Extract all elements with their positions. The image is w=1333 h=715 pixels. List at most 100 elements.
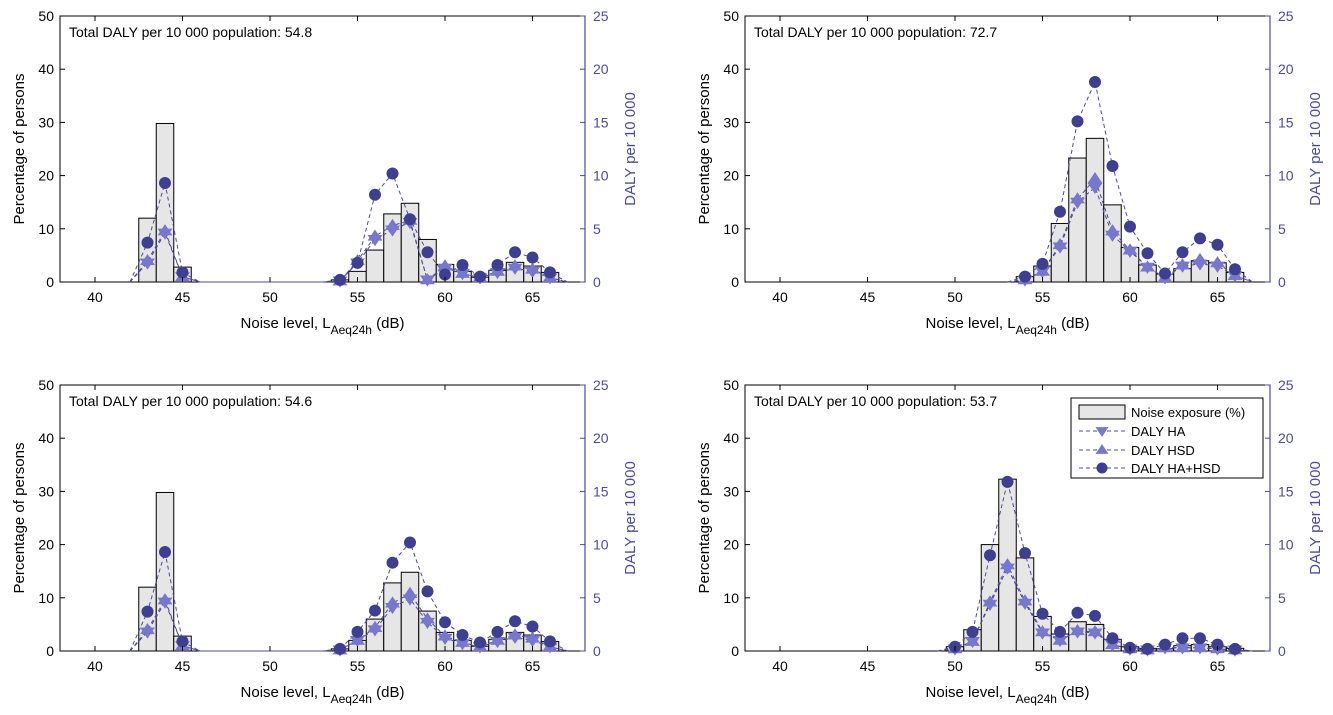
x-tick-label: 60: [437, 658, 453, 674]
dot-marker: [1036, 257, 1049, 270]
y-axis-label: Percentage of persons: [11, 443, 28, 594]
dot-marker: [1106, 160, 1119, 173]
dot-marker: [159, 546, 171, 559]
dot-marker: [176, 266, 189, 279]
dot-marker: [1229, 642, 1241, 655]
dot-marker: [544, 266, 556, 279]
dot-marker: [526, 251, 539, 264]
triangle-up-marker: [1105, 224, 1120, 236]
dot-marker: [456, 258, 469, 271]
dot-marker: [1211, 238, 1224, 251]
y-tick-label: 0: [46, 643, 54, 659]
y-tick-label: 0: [46, 274, 54, 290]
x-tick-label: 45: [860, 658, 876, 674]
y-axis-label: Percentage of persons: [696, 74, 713, 225]
dot-marker: [1194, 632, 1206, 645]
x-tick-label: 50: [262, 289, 278, 305]
x-tick-label: 65: [1210, 289, 1226, 305]
triangle-up-marker: [1175, 641, 1190, 653]
y-tick-label: 40: [38, 430, 54, 446]
y2-axis-label: DALY per 10 000: [1307, 92, 1324, 206]
dot-marker: [1159, 638, 1171, 651]
y-tick-label: 50: [38, 377, 54, 393]
y2-tick-label: 0: [1278, 274, 1286, 290]
y2-tick-label: 5: [1278, 221, 1286, 237]
triangle-up-marker: [437, 629, 453, 641]
dot-marker: [984, 549, 996, 562]
x-tick-label: 50: [947, 289, 963, 305]
x-axis-label: Noise level, LAeq24h (dB): [926, 684, 1090, 706]
triangle-up-marker: [1035, 625, 1050, 637]
y2-tick-label: 25: [1278, 8, 1294, 24]
triangle-up-marker: [350, 633, 365, 645]
x-tick-label: 65: [1210, 658, 1226, 674]
dot-marker: [491, 625, 504, 638]
triangle-up-marker: [455, 266, 470, 278]
dot-marker: [1194, 232, 1206, 245]
legend-bar-swatch: [1078, 404, 1126, 420]
triangle-up-marker: [140, 622, 155, 635]
exposure-bar: [138, 217, 157, 283]
legend-triangle-marker: [1095, 427, 1109, 437]
legend-triangle-marker: [1095, 444, 1109, 454]
y2-tick-label: 0: [593, 643, 601, 659]
dot-marker: [351, 256, 364, 269]
total-daly-annotation: Total DALY per 10 000 population: 54.6: [69, 393, 312, 409]
dot-marker: [176, 635, 189, 648]
x-axis-label: Noise level, LAeq24h (dB): [241, 315, 405, 337]
dot-marker: [544, 635, 556, 648]
dot-marker: [1019, 270, 1031, 283]
dot-marker: [474, 270, 486, 283]
y-tick-label: 30: [38, 483, 54, 499]
dot-marker: [404, 536, 416, 549]
dot-marker: [526, 620, 539, 633]
dot-marker: [1054, 625, 1066, 638]
y-tick-label: 10: [723, 221, 739, 237]
triangle-up-marker: [1070, 624, 1085, 636]
y2-tick-label: 10: [1278, 537, 1294, 553]
triangle-up-marker: [157, 593, 173, 605]
triangle-up-marker: [490, 633, 505, 645]
triangle-up-marker: [525, 262, 540, 274]
legend-label: DALY HSD: [1131, 443, 1195, 458]
x-tick-label: 60: [1122, 658, 1138, 674]
exposure-bar: [400, 571, 420, 652]
exposure-bar: [138, 586, 157, 652]
dot-marker: [404, 213, 416, 226]
x-axis-label: Noise level, LAeq24h (dB): [241, 684, 405, 706]
y2-tick-label: 20: [1278, 430, 1294, 446]
y2-tick-label: 20: [593, 430, 609, 446]
y2-tick-label: 20: [593, 61, 609, 77]
x-tick-label: 45: [175, 658, 191, 674]
legend-label: DALY HA+HSD: [1131, 461, 1220, 476]
x-tick-label: 65: [525, 289, 541, 305]
chart-panel-4: 40 45 50 55 60 65 0 10 20 30 40 50 0 5 10 15 20 25 Noise l…: [696, 377, 1324, 706]
dot-marker: [1071, 115, 1084, 128]
y2-tick-label: 15: [593, 114, 609, 130]
triangle-up-marker: [507, 628, 523, 640]
exposure-bar: [365, 249, 385, 283]
y-tick-label: 40: [723, 61, 739, 77]
dot-marker: [141, 605, 154, 618]
exposure-bar: [155, 491, 175, 652]
y2-tick-label: 5: [593, 221, 601, 237]
dot-marker: [386, 556, 399, 569]
triangle-up-marker: [1035, 264, 1050, 276]
y-tick-label: 10: [723, 590, 739, 606]
dot-marker: [1106, 632, 1119, 645]
x-tick-label: 45: [860, 289, 876, 305]
x-tick-label: 60: [437, 289, 453, 305]
x-tick-label: 55: [1035, 289, 1051, 305]
chart-panel-3: 40 45 50 55 60 65 0 10 20 30 40 50 0 5 10 15 20 25 Noise l…: [11, 377, 639, 706]
dot-marker: [1229, 263, 1241, 276]
dot-marker: [386, 167, 399, 180]
triangle-down-marker: [1087, 182, 1103, 195]
exposure-bar: [1103, 204, 1122, 283]
dot-marker: [439, 616, 451, 629]
triangle-up-marker: [1017, 594, 1033, 606]
dot-marker: [1141, 247, 1154, 260]
dot-marker: [509, 615, 521, 628]
x-tick-label: 60: [1122, 289, 1138, 305]
dot-marker: [141, 236, 154, 249]
